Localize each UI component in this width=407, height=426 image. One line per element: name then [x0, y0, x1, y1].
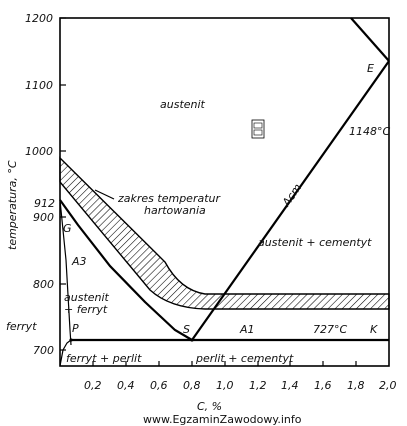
x-tick-1-8: 1,8: [347, 379, 365, 392]
x-tick-1-0: 1,0: [216, 379, 234, 392]
label-point-p: P: [72, 322, 79, 335]
label-point-g: G: [63, 222, 72, 235]
x-tick-1-6: 1,6: [314, 379, 332, 392]
phase-austenit-ferryt-line1: austenit: [64, 291, 110, 304]
y-axis-label: temperatura, °C: [6, 160, 19, 250]
hardening-range-line1: zakres temperatur: [117, 192, 221, 205]
x-tick-0-6: 0,6: [150, 379, 168, 392]
y-tick-1100: 1100: [25, 79, 53, 92]
label-point-k: K: [370, 323, 378, 336]
x-tick-0-2: 0,2: [84, 379, 102, 392]
y-tick-700: 700: [33, 344, 54, 357]
hardening-range-line2: hartowania: [144, 204, 206, 217]
phase-austenit-ferryt-line2: + ferryt: [64, 303, 108, 316]
label-a3: A3: [71, 255, 87, 268]
y-tick-1000: 1000: [25, 145, 53, 158]
point-s-dot: [190, 338, 194, 342]
label-1148: 1148°C: [349, 125, 390, 138]
x-tick-1-4: 1,4: [281, 379, 299, 392]
watermark-text: www.EgzaminZawodowy.info: [143, 413, 302, 426]
hardening-range-band: [59, 156, 390, 310]
acm-line: [191, 60, 390, 341]
x-tick-0-4: 0,4: [117, 379, 135, 392]
y-tick-912: 912: [34, 197, 55, 210]
logo-mark: [251, 119, 265, 139]
label-727: 727°C: [313, 323, 347, 336]
y-tick-1200: 1200: [25, 12, 53, 25]
x-tick-0-8: 0,8: [183, 379, 201, 392]
point-p-dot: [69, 338, 73, 342]
e-top-line: [350, 17, 390, 62]
ferrite-solvus-line: [59, 339, 72, 367]
a3-line: [59, 199, 193, 341]
phase-austenit: austenit: [160, 98, 206, 111]
y-tick-900: 900: [33, 211, 54, 224]
plot-frame: [59, 17, 390, 367]
label-point-e: E: [367, 62, 374, 75]
hardening-range-leader: [94, 189, 115, 200]
x-tick-2-0: 2,0: [379, 379, 397, 392]
label-a1: A1: [239, 323, 255, 336]
gp-line: [59, 199, 72, 346]
phase-austenit-ferryt: austenit + ferryt: [64, 291, 112, 316]
y-tick-800: 800: [33, 278, 54, 291]
x-axis-label: C, %: [197, 400, 222, 413]
x-tick-marks: [92, 361, 357, 366]
phase-ferryt-perlit: ferryt + perlit: [66, 352, 142, 365]
phase-perlit-cementyt: perlit + cementyt: [195, 352, 294, 365]
phase-austenit-cementyt: austenit + cementyt: [258, 236, 372, 249]
x-tick-1-2: 1,2: [249, 379, 267, 392]
label-point-s: S: [183, 323, 190, 336]
phase-ferryt: ferryt: [6, 320, 37, 333]
